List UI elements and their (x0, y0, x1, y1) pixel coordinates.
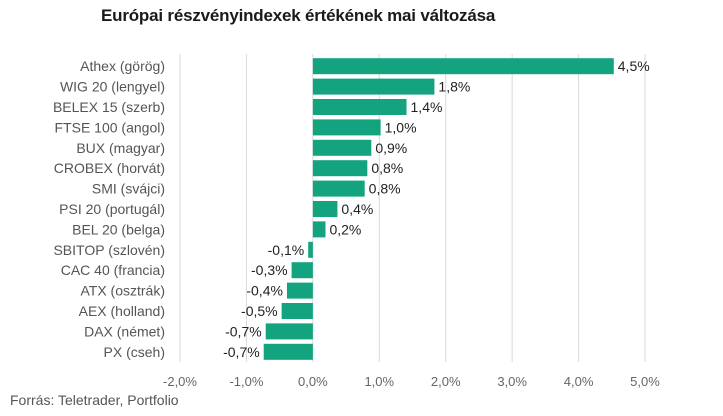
category-label: PX (cseh) (104, 344, 165, 360)
value-label: 0,4% (341, 201, 373, 217)
x-tick-label: 1,0% (364, 374, 394, 389)
bar (265, 323, 313, 340)
x-tick-label: 3,0% (497, 374, 527, 389)
bar (312, 78, 435, 95)
category-labels: Athex (görög) WIG 20 (lengyel) BELEX 15 (s… (53, 58, 165, 360)
x-tick-label: 2,0% (431, 374, 461, 389)
bar (312, 201, 338, 217)
value-label: -0,1% (268, 242, 305, 258)
x-tick-label: 4,0% (564, 374, 594, 389)
value-labels: 4,5% 1,8% 1,4% 1,0% 0,9% 0,8% 0,8% 0,4% 0,2% -0,1… (223, 58, 650, 360)
bar (291, 262, 313, 279)
value-label: -0,3% (251, 262, 288, 278)
bars (263, 58, 614, 360)
category-label: ATX (osztrák) (80, 283, 165, 299)
category-label: WIG 20 (lengyel) (60, 79, 165, 95)
value-label: 4,5% (618, 58, 650, 74)
category-label: BELEX 15 (szerb) (53, 99, 165, 115)
category-label: CAC 40 (francia) (61, 262, 165, 278)
category-label: FTSE 100 (angol) (55, 119, 166, 135)
value-label: 0,8% (371, 160, 403, 176)
bar (312, 99, 407, 115)
bar (263, 343, 313, 360)
bar (312, 139, 372, 156)
value-label: 0,9% (375, 140, 407, 156)
value-label: -0,5% (241, 303, 278, 319)
category-label: BEL 20 (belga) (72, 221, 165, 237)
value-label: 1,4% (411, 99, 443, 115)
category-label: Athex (görög) (80, 58, 165, 74)
x-tick-label: -1,0% (229, 374, 263, 389)
x-tick-label: 5,0% (630, 374, 660, 389)
bar (281, 303, 313, 319)
category-label: SBITOP (szlovén) (53, 242, 165, 258)
bar (312, 221, 326, 238)
value-label: 1,0% (385, 119, 417, 135)
source-note: Forrás: Teletrader, Portfolio (10, 392, 179, 408)
bar (312, 119, 381, 136)
bar (312, 160, 368, 177)
x-tick-label: 0,0% (298, 374, 328, 389)
value-label: -0,7% (223, 344, 260, 360)
category-label: AEX (holland) (79, 303, 165, 319)
value-label: -0,4% (246, 283, 283, 299)
category-label: DAX (német) (84, 323, 165, 339)
bar (286, 282, 313, 299)
category-label: PSI 20 (portugál) (59, 201, 165, 217)
bar (312, 58, 614, 75)
value-label: 0,8% (369, 181, 401, 197)
chart-title: Európai részvényindexek értékének mai vá… (101, 6, 496, 25)
bar (308, 241, 313, 258)
x-axis-tick-labels: -2,0% -1,0% 0,0% 1,0% 2,0% 3,0% 4,0% 5,0% (163, 374, 660, 389)
value-label: 0,2% (329, 221, 361, 237)
bar (312, 180, 365, 197)
x-tick-label: -2,0% (163, 374, 197, 389)
category-label: CROBEX (horvát) (54, 160, 165, 176)
category-label: SMI (svájci) (92, 181, 165, 197)
value-label: 1,8% (438, 79, 470, 95)
value-label: -0,7% (225, 323, 262, 339)
category-label: BUX (magyar) (76, 140, 165, 156)
